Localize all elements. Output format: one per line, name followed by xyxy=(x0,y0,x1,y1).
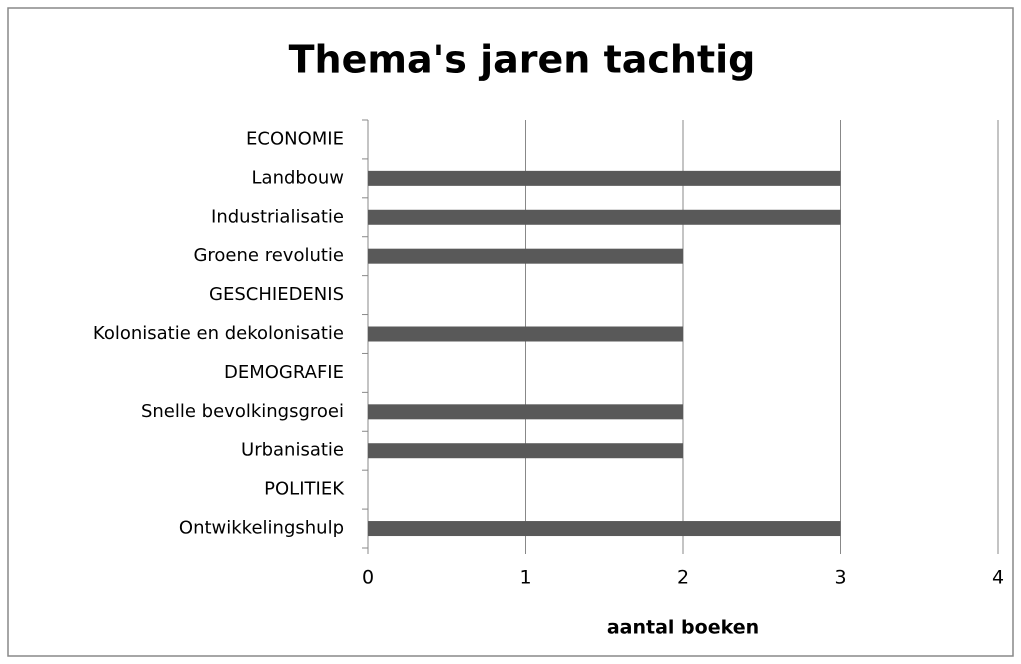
y-tick-label: Groene revolutie xyxy=(193,245,344,266)
bar xyxy=(368,443,683,459)
x-axis-label: aantal boeken xyxy=(607,617,759,639)
x-tick-label: 4 xyxy=(992,567,1004,589)
bar xyxy=(368,404,683,420)
x-tick-label: 2 xyxy=(677,567,689,589)
bar xyxy=(368,521,841,537)
y-tick-label: Snelle bevolkingsgroei xyxy=(141,401,344,422)
x-tick-label: 1 xyxy=(519,567,531,589)
y-tick-label: Industrialisatie xyxy=(211,206,344,227)
x-tick-label: 0 xyxy=(362,567,374,589)
y-tick-label: Ontwikkelingshulp xyxy=(179,518,344,539)
y-tick-label: ECONOMIE xyxy=(246,128,344,149)
y-tick-label: GESCHIEDENIS xyxy=(209,284,344,305)
y-tick-label: DEMOGRAFIE xyxy=(224,362,344,383)
bar xyxy=(368,170,841,186)
chart-title: Thema's jaren tachtig xyxy=(289,38,756,82)
x-tick-label: 3 xyxy=(834,567,846,589)
y-tick-label: Urbanisatie xyxy=(241,440,344,461)
bar xyxy=(368,248,683,264)
y-tick-label: POLITIEK xyxy=(264,479,345,500)
bar xyxy=(368,326,683,342)
bar xyxy=(368,209,841,225)
y-tick-label: Landbouw xyxy=(252,167,344,188)
y-tick-label: Kolonisatie en dekolonisatie xyxy=(93,323,344,344)
